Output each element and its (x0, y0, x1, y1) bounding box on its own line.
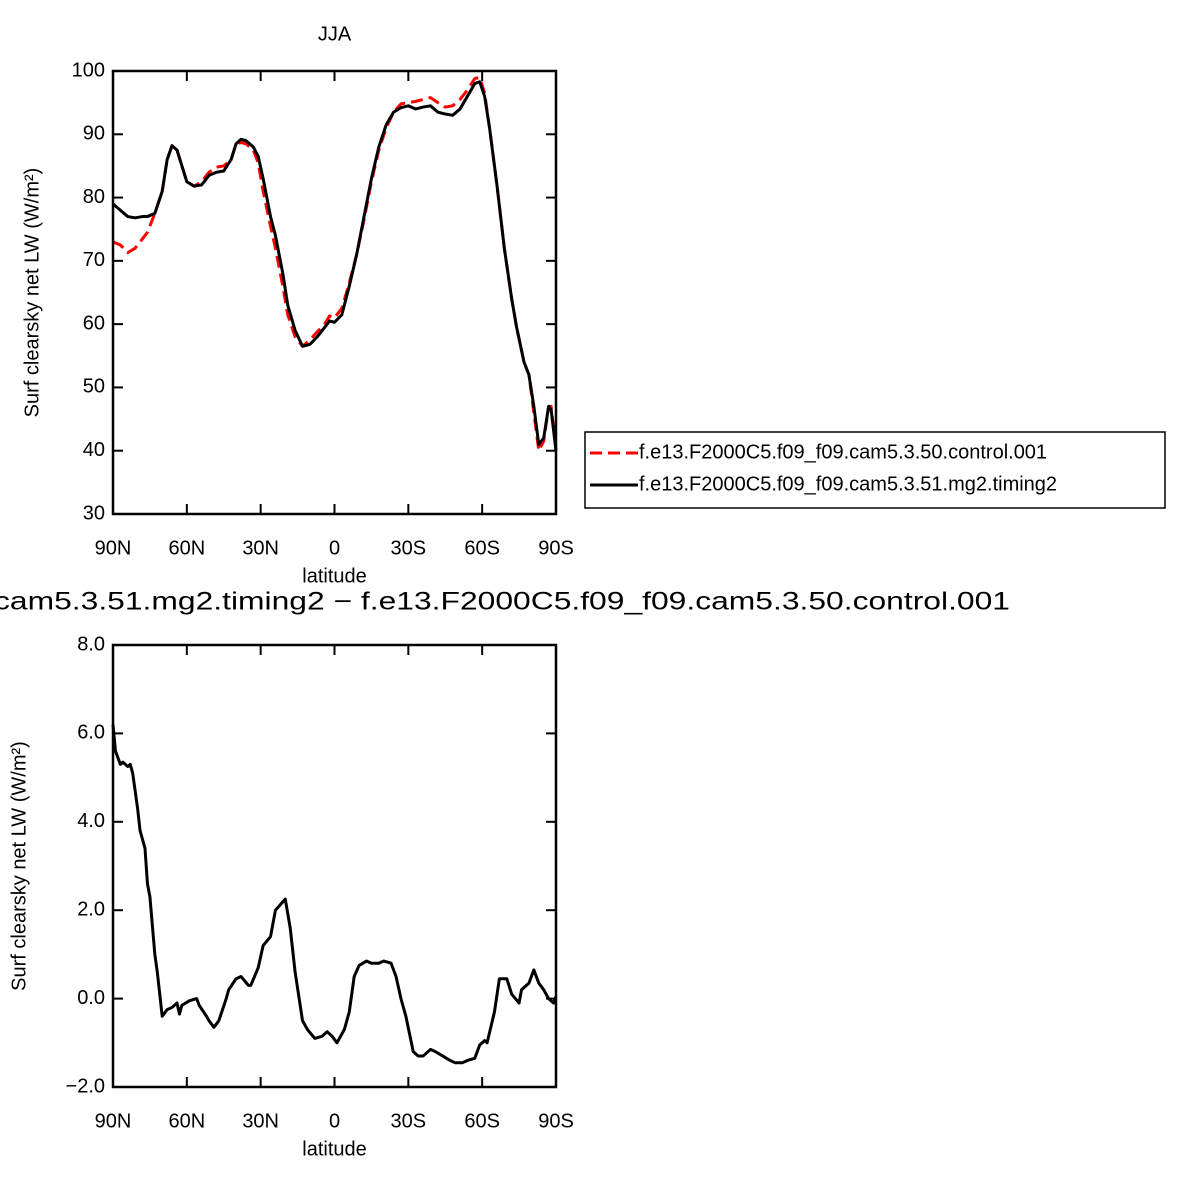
chart-title: cam5.3.51.mg2.timing2 − f.e13.F2000C5.f0… (0, 588, 1010, 616)
y-tick-label: 2.0 (77, 898, 105, 920)
x-tick-label: 60N (168, 537, 205, 559)
legend-label: f.e13.F2000C5.f09_f09.cam5.3.50.control.… (639, 441, 1047, 463)
y-tick-label: 100 (72, 59, 105, 81)
x-tick-label: 30S (391, 537, 427, 559)
y-tick-label: 90 (83, 123, 105, 145)
legend-box (584, 431, 1166, 509)
x-tick-label: 60S (464, 1110, 500, 1132)
y-tick-label: 6.0 (77, 722, 105, 744)
plot-frame (111, 643, 558, 1089)
data-line (112, 80, 558, 451)
x-tick-label: 0 (329, 1110, 340, 1132)
x-tick-label: 30S (391, 1110, 427, 1132)
y-tick-label: 40 (83, 439, 105, 461)
y-tick-label: 80 (83, 186, 105, 208)
x-tick-label: 90N (95, 537, 132, 559)
x-tick-label: 30N (242, 1110, 279, 1132)
x-tick-label: 60N (168, 1110, 205, 1132)
y-tick-label: −2.0 (66, 1075, 105, 1097)
x-axis-label: latitude (302, 1138, 367, 1160)
y-axis-label: Surf clearsky net LW (W/m²) (8, 741, 30, 991)
y-axis-label: Surf clearsky net LW (W/m²) (21, 168, 43, 418)
y-tick-label: 30 (83, 502, 105, 524)
x-tick-label: 30N (242, 537, 279, 559)
x-axis-label: latitude (302, 565, 367, 587)
x-tick-label: 0 (329, 537, 340, 559)
x-tick-label: 60S (464, 537, 500, 559)
data-line (111, 724, 558, 1065)
y-tick-label: 0.0 (77, 987, 105, 1009)
legend-label: f.e13.F2000C5.f09_f09.cam5.3.51.mg2.timi… (639, 473, 1057, 495)
y-tick-label: 60 (83, 312, 105, 334)
x-tick-label: 90S (538, 537, 574, 559)
y-tick-label: 4.0 (77, 810, 105, 832)
y-tick-label: 70 (83, 249, 105, 271)
x-tick-label: 90S (538, 1110, 574, 1132)
x-tick-label: 90N (95, 1110, 132, 1132)
chart-title: JJA (318, 23, 352, 45)
y-tick-label: 50 (83, 376, 105, 398)
y-tick-label: 8.0 (77, 633, 105, 655)
